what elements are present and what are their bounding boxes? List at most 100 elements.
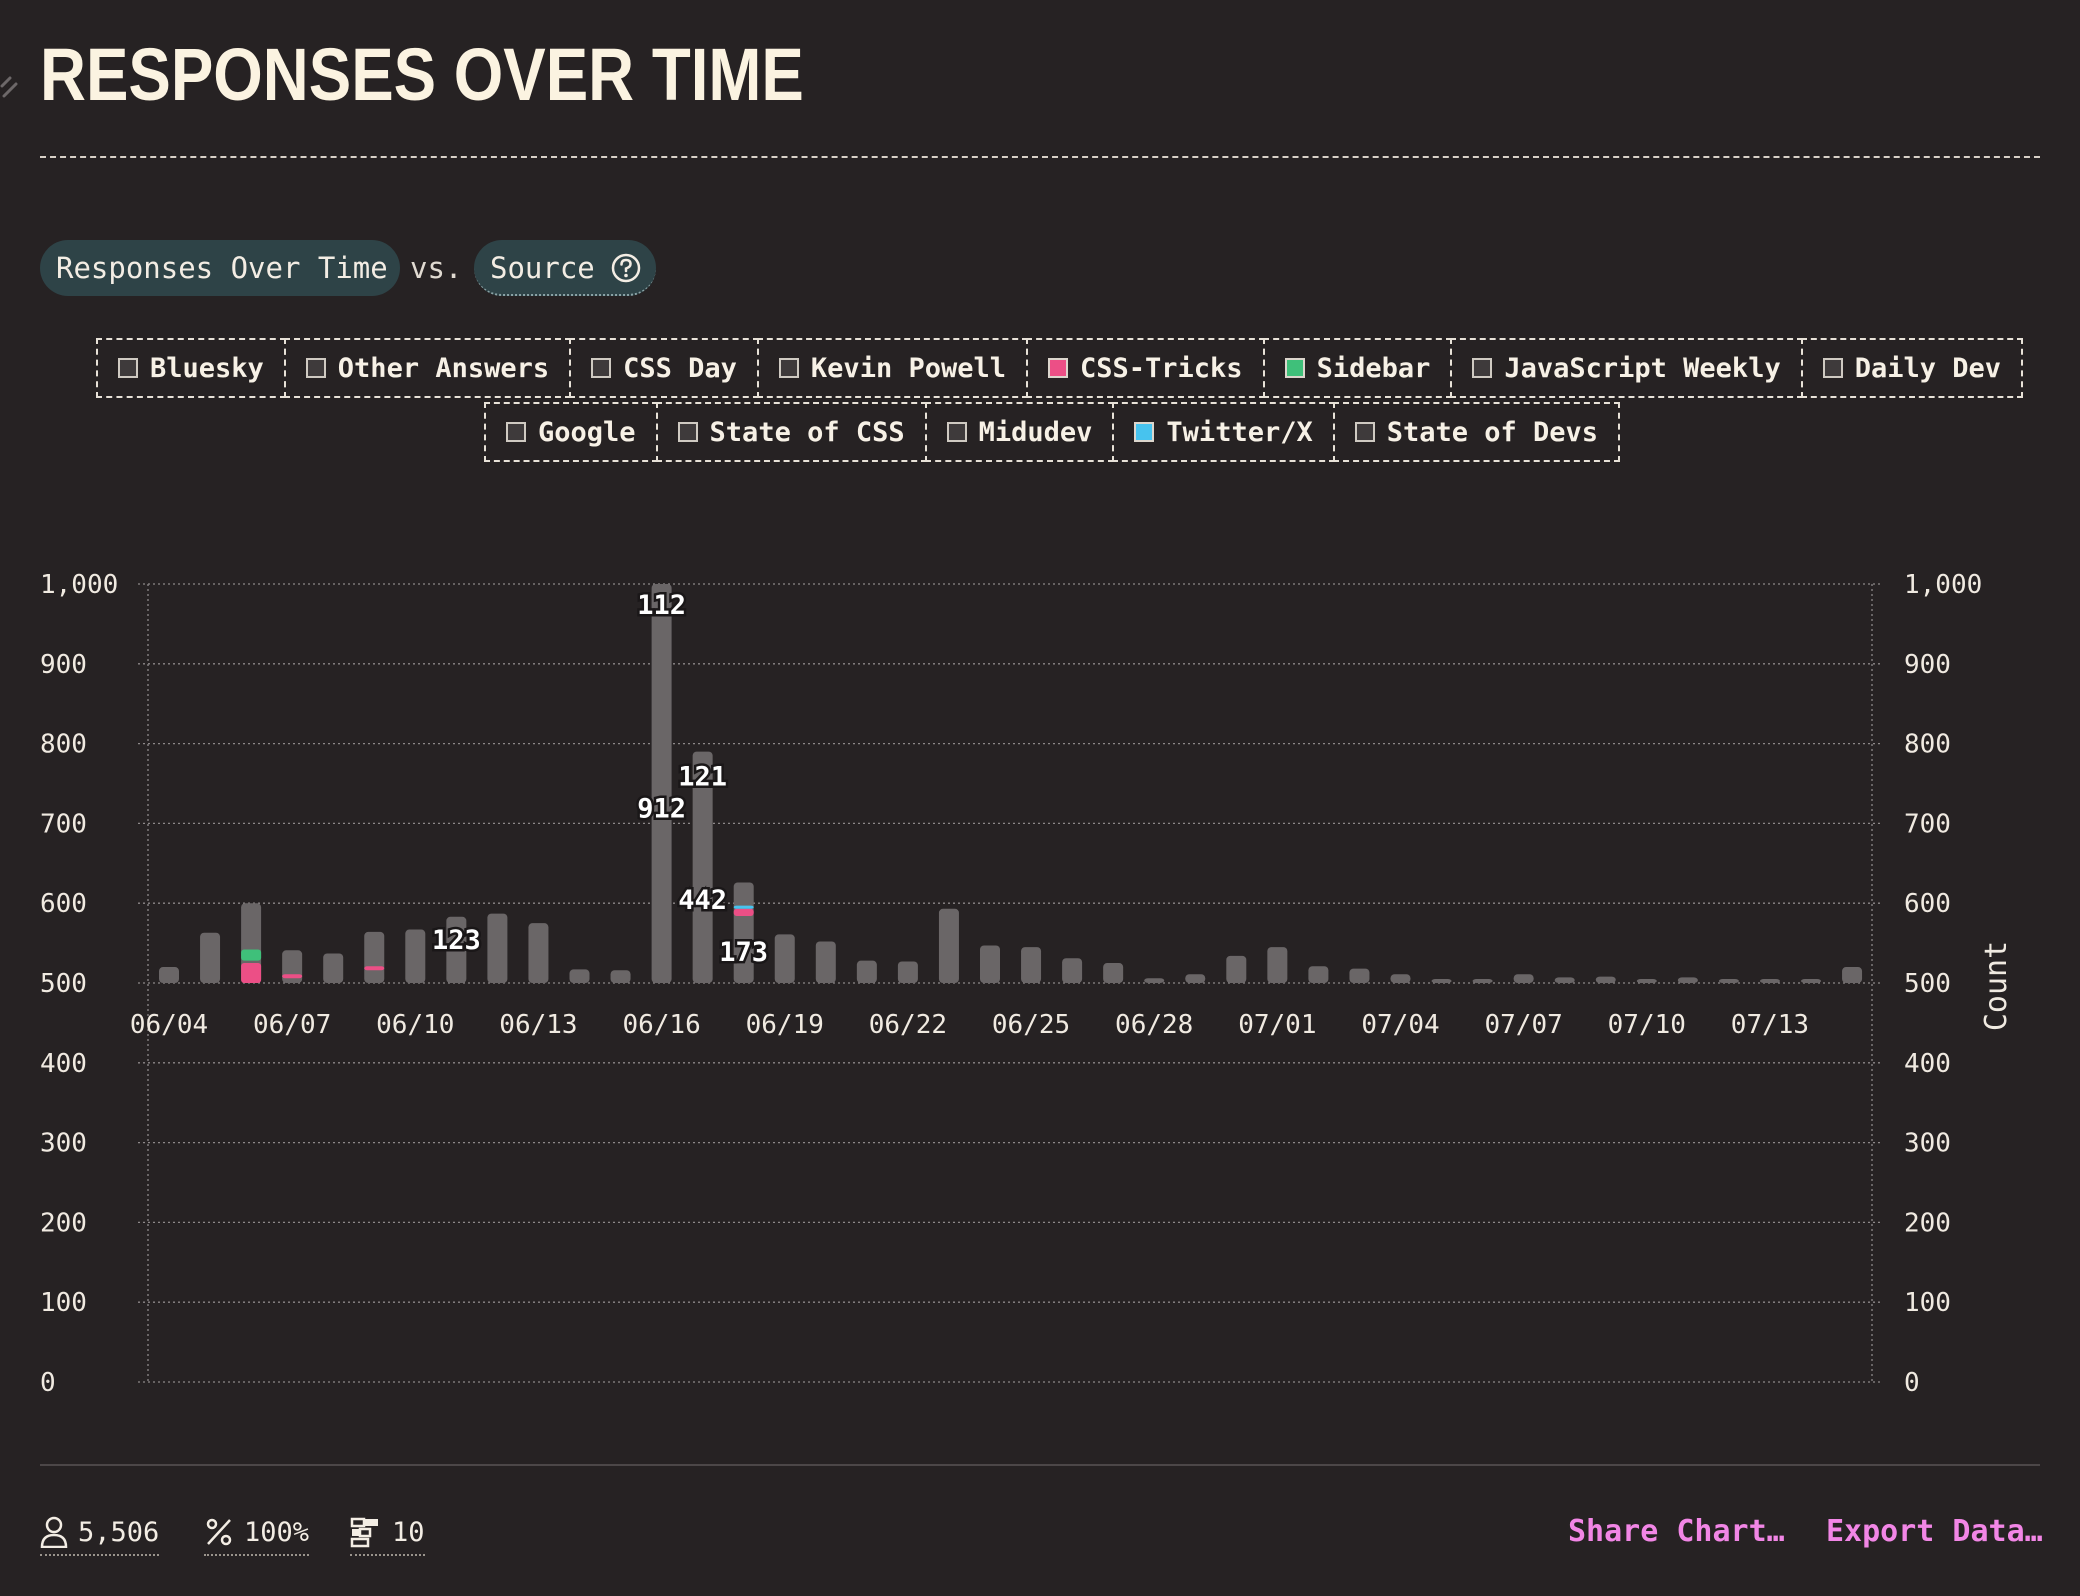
data-label: 121 <box>678 762 727 793</box>
legend-item-css-day[interactable]: CSS Day <box>569 338 759 398</box>
bar-06/26 <box>1062 958 1083 983</box>
y-tick-label-right: 100 <box>1904 1288 1951 1318</box>
y-tick-label-left: 100 <box>40 1288 87 1318</box>
share-chart-button[interactable]: Share Chart… <box>1568 1514 1785 1549</box>
bar-06/08 <box>323 953 344 983</box>
x-tick-label: 07/13 <box>1731 1010 1809 1040</box>
export-data-button[interactable]: Export Data… <box>1826 1514 2043 1549</box>
bar-06/24 <box>980 945 1000 983</box>
questions-stat[interactable]: 10 <box>350 1510 425 1556</box>
legend-checkbox[interactable] <box>305 358 326 378</box>
bar-06/21 <box>856 960 877 983</box>
y-tick-label-right: 700 <box>1904 809 1951 839</box>
legend-checkbox[interactable] <box>118 358 138 378</box>
bar-07/03 <box>1349 968 1370 983</box>
legend-checkbox[interactable] <box>506 422 526 442</box>
legend-label: Twitter/X <box>1166 416 1313 448</box>
x-tick-label: 06/16 <box>622 1010 700 1040</box>
respondents-count[interactable]: 5,506 <box>40 1510 160 1556</box>
bar-06/28 <box>1144 978 1165 983</box>
y-tick-label-right: 0 <box>1904 1368 1920 1398</box>
legend-item-state-of-devs[interactable]: State of Devs <box>1332 402 1621 462</box>
bar-07/09 <box>1595 976 1616 983</box>
y-tick-label-left: 300 <box>40 1129 87 1159</box>
y-tick-label-right: 200 <box>1904 1208 1951 1238</box>
legend-item-twitter-x[interactable]: Twitter/X <box>1112 402 1335 462</box>
bar-07/01 <box>1267 947 1288 983</box>
bar-06/30 <box>1226 955 1247 983</box>
legend-label: Google <box>538 416 636 448</box>
y-tick-label-left: 1,000 <box>40 570 118 600</box>
y-tick-label-right: 300 <box>1904 1129 1951 1159</box>
legend-checkbox[interactable] <box>1822 358 1843 378</box>
bar-07/02 <box>1308 966 1329 983</box>
y-tick-label-right: 800 <box>1904 730 1951 760</box>
legend-checkbox[interactable] <box>1048 358 1068 378</box>
legend-item-bluesky[interactable]: Bluesky <box>96 338 286 398</box>
x-tick-label: 06/28 <box>1115 1010 1193 1040</box>
legend-item-sidebar[interactable]: Sidebar <box>1262 338 1453 398</box>
bar-07/11 <box>1677 977 1698 983</box>
y-axis-title: Count <box>1979 941 2014 1031</box>
x-tick-label: 06/07 <box>253 1010 331 1040</box>
x-tick-label: 07/01 <box>1238 1010 1316 1040</box>
legend-label: Bluesky <box>150 352 264 384</box>
bar-06/20 <box>815 941 836 983</box>
legend-checkbox[interactable] <box>778 358 799 378</box>
bar-07/15 <box>1842 967 1863 983</box>
legend-item-state-of-css[interactable]: State of CSS <box>655 402 927 462</box>
legend-checkbox[interactable] <box>1354 422 1375 442</box>
legend-label: State of CSS <box>709 416 905 448</box>
bar-06/23 <box>938 908 959 983</box>
legend-item-other-answers[interactable]: Other Answers <box>283 338 572 398</box>
question-circle-icon[interactable] <box>610 252 642 284</box>
legend-row: Google State of CSS Midudev Twitter/X State … <box>484 402 1621 462</box>
x-tick-label: 06/13 <box>499 1010 577 1040</box>
source-selector[interactable]: Source <box>474 240 656 296</box>
bar-07/08 <box>1554 977 1575 983</box>
bar-segment-css-tricks <box>241 963 262 983</box>
legend-item-css-tricks[interactable]: CSS-Tricks <box>1026 338 1265 398</box>
x-tick-label: 06/22 <box>869 1010 947 1040</box>
variable-selector[interactable]: Responses Over Time <box>40 240 400 296</box>
legend-item-midudev[interactable]: Midudev <box>924 402 1115 462</box>
y-tick-label-left: 900 <box>40 650 87 680</box>
y-tick-label-left: 200 <box>40 1208 87 1238</box>
legend-label: CSS-Tricks <box>1080 352 1243 384</box>
legend-item-kevin-powell[interactable]: Kevin Powell <box>756 338 1028 398</box>
percent-value: 100% <box>244 1516 310 1548</box>
data-label: 112 <box>637 590 686 621</box>
bar-06/15 <box>610 970 631 983</box>
x-tick-label: 07/10 <box>1608 1010 1686 1040</box>
bar-06/09 <box>364 931 385 983</box>
legend-checkbox[interactable] <box>591 358 612 378</box>
bar-06/16 <box>651 584 672 983</box>
legend-checkbox[interactable] <box>946 422 967 442</box>
legend-label: Midudev <box>978 416 1093 448</box>
percent-icon <box>206 1518 232 1546</box>
bar-07/13 <box>1759 979 1780 983</box>
legend-checkbox[interactable] <box>1284 358 1305 378</box>
page-title: RESPONSES OVER TIME <box>40 33 804 116</box>
chart: 0 0 100 100 200 200 300 300 400 400 500 500 600 600 70… <box>40 570 2014 1398</box>
title-divider <box>40 156 2040 158</box>
x-tick-label: 06/04 <box>130 1010 208 1040</box>
link-icon[interactable] <box>0 72 22 102</box>
legend-item-daily-dev[interactable]: Daily Dev <box>1800 338 2024 398</box>
data-label: 442 <box>678 885 727 916</box>
legend-label: Kevin Powell <box>810 352 1006 384</box>
percentage-stat[interactable]: 100% <box>204 1510 310 1556</box>
legend-checkbox[interactable] <box>1472 358 1493 378</box>
bar-segment-sidebar <box>241 949 262 961</box>
data-label: 123 <box>432 925 481 956</box>
legend-item-google[interactable]: Google <box>484 402 658 462</box>
bar-06/29 <box>1185 974 1206 983</box>
x-tick-label: 06/19 <box>746 1010 824 1040</box>
legend-checkbox[interactable] <box>1134 422 1155 442</box>
legend-checkbox[interactable] <box>677 422 698 442</box>
data-label: 173 <box>719 937 768 968</box>
bar-06/10 <box>405 929 426 983</box>
vs-label: vs. <box>410 251 463 285</box>
legend-item-javascript-weekly[interactable]: JavaScript Weekly <box>1450 338 1803 398</box>
y-tick-label-left: 700 <box>40 809 87 839</box>
